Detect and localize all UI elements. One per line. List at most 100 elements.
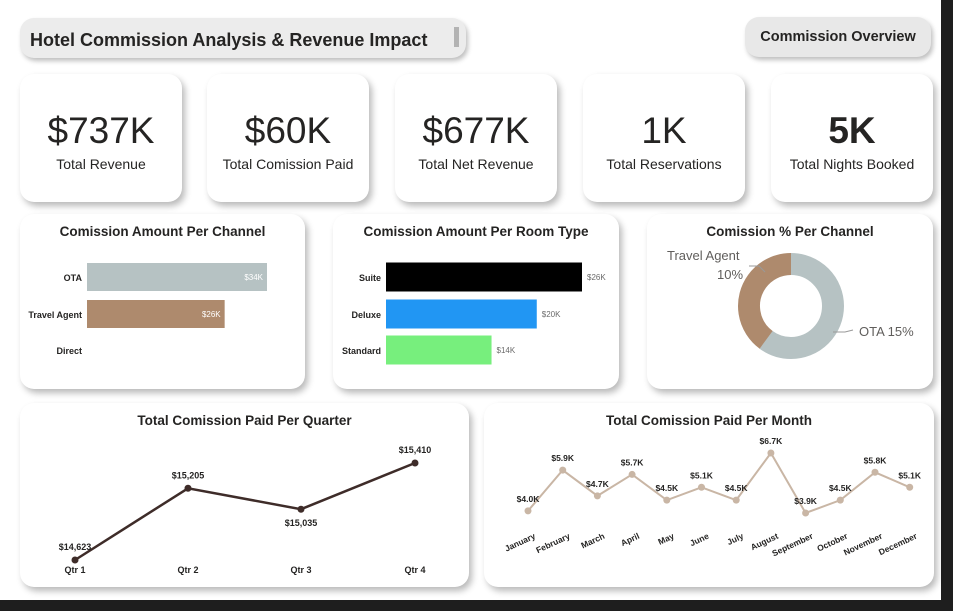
donut-slice-ota	[738, 253, 844, 359]
bar-travel-agent	[87, 300, 225, 328]
x-tick-label: March	[579, 531, 606, 551]
data-point	[663, 496, 671, 504]
chart-card-commission-pct-per-channel[interactable]: Comission % Per Channel Travel Agent 10% O…	[647, 214, 933, 389]
commission-per-quarter-chart: $14,623 Qtr 1 $15,205 Qtr 2 $15,035 Qtr 3 $15,…	[59, 445, 432, 575]
x-tick-label: April	[619, 531, 641, 548]
category-label: Deluxe	[351, 310, 381, 320]
data-point	[593, 492, 601, 500]
kpi-card-total-nights-booked[interactable]: 5K Total Nights Booked	[771, 74, 933, 202]
data-point	[767, 449, 775, 457]
x-tick-label: February	[534, 531, 571, 556]
kpi-value: $737K	[47, 110, 155, 151]
chart-card-commission-per-quarter[interactable]: Total Comission Paid Per Quarter $14,623…	[20, 403, 469, 587]
data-label: $15,410	[399, 445, 432, 455]
data-point	[802, 509, 810, 517]
data-label: $4.7K	[586, 479, 610, 489]
data-label: $6.7K	[760, 436, 784, 446]
slice-label-name: Travel Agent	[667, 248, 740, 263]
data-point	[836, 496, 844, 504]
series-line	[527, 451, 911, 515]
data-label: $26K	[202, 310, 221, 319]
leader-line	[749, 265, 766, 273]
bar-suite	[386, 262, 582, 292]
data-point	[71, 556, 79, 564]
chart-title: Comission Amount Per Channel	[59, 224, 266, 239]
chart-title: Comission % Per Channel	[706, 224, 874, 239]
x-tick-label: January	[503, 531, 537, 554]
kpi-label: Total Net Revenue	[418, 156, 534, 172]
kpi-card-total-net-revenue[interactable]: $677K Total Net Revenue	[395, 74, 557, 202]
category-label: Standard	[342, 346, 381, 356]
data-label: $4.5K	[829, 483, 853, 493]
chart-card-commission-per-month[interactable]: Total Comission Paid Per Month $4.0K Janu…	[484, 403, 934, 587]
kpi-value: $60K	[244, 110, 332, 151]
data-label: $34K	[244, 273, 263, 282]
slice-label: OTA 15%	[859, 324, 914, 339]
chart-title: Total Comission Paid Per Quarter	[137, 413, 352, 428]
series-line	[74, 461, 416, 562]
data-label: $15,035	[285, 518, 318, 528]
category-label: Direct	[56, 346, 82, 356]
x-tick-label: Qtr 4	[404, 565, 425, 575]
commission-per-channel-chart: OTA $34K Travel Agent $26K Direct	[28, 263, 267, 356]
data-point	[559, 466, 567, 474]
window-frame-bottom	[0, 600, 953, 611]
window-frame-right	[941, 0, 953, 611]
data-label: $26K	[587, 273, 606, 282]
kpi-card-total-commission-paid[interactable]: $60K Total Comission Paid	[207, 74, 369, 202]
kpi-label: Total Comission Paid	[222, 156, 354, 172]
commission-overview-button[interactable]: Commission Overview	[745, 17, 931, 57]
kpi-value: $677K	[422, 110, 530, 151]
commission-per-month-chart: $4.0K January $5.9K February $4.7K March $5.7K…	[503, 436, 922, 558]
kpi-card-total-revenue[interactable]: $737K Total Revenue	[20, 74, 182, 202]
data-label: $5.7K	[621, 457, 645, 467]
data-label: $15,205	[172, 470, 205, 480]
data-label: $4.5K	[725, 483, 749, 493]
title-accent-bar	[454, 27, 459, 47]
x-tick-label: May	[656, 531, 675, 547]
data-label: $5.9K	[551, 453, 575, 463]
data-point	[906, 483, 914, 491]
data-label: $5.8K	[864, 455, 888, 465]
kpi-label: Total Nights Booked	[789, 156, 915, 172]
category-label: OTA	[64, 273, 83, 283]
data-label: $14K	[497, 346, 516, 355]
chart-title: Comission Amount Per Room Type	[363, 224, 589, 239]
chart-title: Total Comission Paid Per Month	[605, 413, 812, 428]
bar-deluxe	[386, 299, 537, 329]
x-tick-label: December	[877, 530, 919, 557]
chart-card-commission-per-room-type[interactable]: Comission Amount Per Room Type Suite $26K…	[333, 214, 619, 389]
data-point	[732, 496, 740, 504]
data-point	[628, 470, 636, 478]
data-point	[524, 507, 532, 515]
data-label: $5.1K	[898, 470, 922, 480]
slice-label-value: 10%	[717, 267, 743, 282]
data-point	[297, 505, 305, 513]
bar-standard	[386, 335, 492, 365]
x-tick-label: Qtr 3	[290, 565, 311, 575]
category-label: Travel Agent	[28, 310, 82, 320]
bar-ota	[87, 263, 267, 291]
page-title: Hotel Commission Analysis & Revenue Impa…	[30, 30, 428, 50]
x-tick-label: November	[842, 530, 885, 557]
kpi-card-total-reservations[interactable]: 1K Total Reservations	[583, 74, 745, 202]
x-tick-label: June	[688, 531, 710, 549]
commission-per-room-type-chart: Suite $26K Deluxe $20K Standard $14K	[342, 262, 606, 365]
leader-line	[833, 329, 854, 333]
chart-card-commission-per-channel[interactable]: Comission Amount Per Channel OTA $34K Trav…	[20, 214, 305, 389]
data-point	[184, 484, 192, 492]
x-tick-label: Qtr 1	[64, 565, 85, 575]
data-label: $20K	[542, 310, 561, 319]
data-point	[871, 468, 879, 476]
data-label: $4.0K	[517, 494, 541, 504]
kpi-value: 5K	[828, 110, 876, 151]
x-tick-label: Qtr 2	[177, 565, 198, 575]
data-label: $5.1K	[690, 470, 714, 480]
category-label: Suite	[359, 273, 381, 283]
commission-pct-donut-chart: Travel Agent 10% OTA 15%	[667, 248, 914, 359]
data-point	[411, 459, 419, 467]
data-label: $14,623	[59, 542, 92, 552]
data-label: $4.5K	[655, 483, 679, 493]
kpi-value: 1K	[641, 110, 687, 151]
kpi-label: Total Revenue	[56, 156, 146, 172]
